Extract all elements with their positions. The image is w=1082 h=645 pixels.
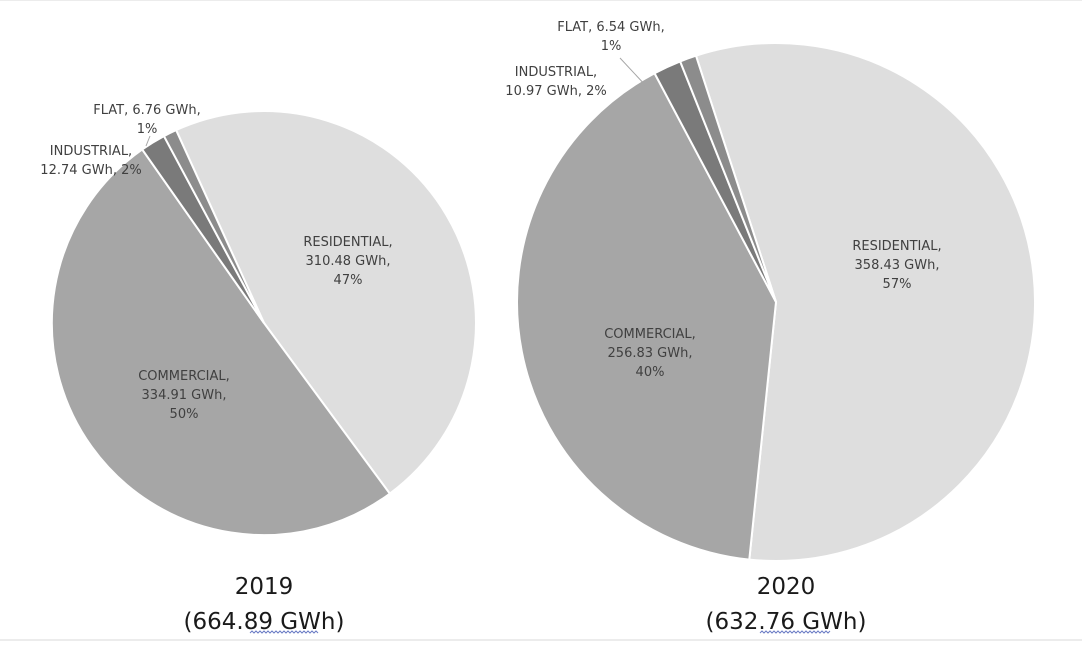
pie-chart-2020: RESIDENTIAL, 358.43 GWh, 57% COMMERCIAL, 256…	[505, 20, 1036, 635]
slice-label-flat: FLAT, 6.54 GWh, 1%	[557, 20, 665, 54]
slice-label-residential: RESIDENTIAL, 310.48 GWh, 47%	[303, 235, 392, 288]
pie-title: 2020	[757, 574, 816, 600]
pie-slice-residential	[174, 110, 477, 496]
spellcheck-underline	[249, 630, 319, 634]
spellcheck-underline	[759, 630, 831, 634]
slice-label-industrial: INDUSTRIAL, 10.97 GWh, 2%	[505, 65, 606, 99]
pie-slice-commercial	[516, 71, 778, 561]
pie-slice-commercial	[50, 148, 392, 537]
slice-label-residential: RESIDENTIAL, 358.43 GWh, 57%	[852, 239, 941, 292]
flat-leader-line	[619, 57, 648, 88]
pie-slice-residential	[694, 42, 1036, 563]
pie-slice-flat	[162, 128, 265, 324]
pie-chart-2019: RESIDENTIAL, 310.48 GWh, 47% COMMERCIAL, 334…	[40, 103, 477, 635]
flat-leader-line	[145, 135, 151, 147]
slice-label-flat: FLAT, 6.76 GWh, 1%	[93, 103, 201, 137]
pie-title: 2019	[235, 574, 294, 600]
pie-slice-flat	[678, 54, 777, 303]
slice-label-commercial: COMMERCIAL, 334.91 GWh, 50%	[138, 369, 230, 422]
slice-label-commercial: COMMERCIAL, 256.83 GWh, 40%	[604, 327, 696, 380]
slice-label-industrial: INDUSTRIAL, 12.74 GWh, 2%	[40, 144, 141, 178]
